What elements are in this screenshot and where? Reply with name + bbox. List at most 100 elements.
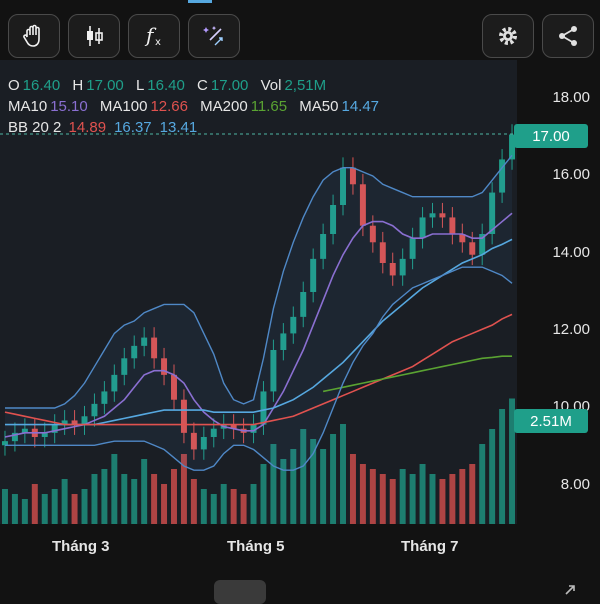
ma100-line	[4, 313, 513, 426]
low-value: 16.40	[147, 77, 185, 94]
candle-body	[230, 424, 237, 429]
volume-bar	[499, 409, 506, 524]
volume-bar	[190, 479, 197, 524]
candlestick-type-button[interactable]	[68, 14, 120, 58]
candle-body	[41, 432, 48, 437]
ma200-line	[322, 355, 513, 393]
volume-bar	[409, 474, 416, 524]
volume-bar	[121, 474, 128, 524]
volume-bar	[280, 459, 287, 524]
close-value: 17.00	[210, 77, 249, 94]
candle-body	[499, 159, 506, 193]
y-tick: 16.00	[552, 166, 590, 183]
x-tick: Tháng 3	[52, 538, 110, 555]
volume-bar	[469, 464, 476, 524]
candlestick-icon	[87, 26, 103, 46]
hand-icon	[23, 24, 40, 47]
bb-upper-value: 14.89	[68, 119, 107, 136]
ma50-value: 14.47	[341, 98, 380, 115]
bb-lower-value: 13.41	[159, 119, 198, 136]
volume-bar	[419, 464, 426, 524]
ma10-line	[4, 212, 513, 438]
candle-body	[509, 134, 516, 160]
volume-bar	[1, 489, 8, 524]
candle-body	[51, 424, 58, 433]
volume-bar	[161, 484, 168, 524]
high-value: 17.00	[86, 77, 124, 94]
candle-body	[310, 258, 317, 292]
volume-bar	[250, 484, 257, 524]
candle-body	[111, 374, 118, 392]
volume-bar	[210, 494, 217, 524]
candle-body	[21, 428, 28, 433]
candle-body	[369, 225, 376, 243]
y-tick: 12.00	[552, 321, 590, 338]
share-button[interactable]	[542, 14, 594, 58]
ma100-value: 12.66	[150, 98, 188, 115]
ma50-label: MA50	[299, 98, 339, 115]
bb-upper-line	[4, 154, 513, 409]
volume-bar	[200, 489, 207, 524]
volume-bar	[101, 469, 108, 524]
expand-icon[interactable]	[562, 582, 578, 598]
high-label: H	[72, 77, 84, 94]
volume-bar	[91, 474, 98, 524]
candle-body	[419, 217, 426, 239]
volume-bar	[300, 429, 307, 524]
y-tick: 8.00	[560, 476, 590, 493]
volume-bar	[220, 484, 227, 524]
candle-body	[151, 337, 158, 359]
volume-bar	[81, 489, 88, 524]
drawing-tool-indicator	[188, 0, 212, 3]
volume-label: Vol	[260, 77, 282, 94]
drawing-tool-button[interactable]	[188, 14, 240, 58]
candle-body	[409, 238, 416, 259]
volume-bar	[489, 429, 496, 524]
last-price-badge: 17.00	[514, 124, 588, 148]
ma10-label: MA10	[8, 98, 48, 115]
candle-body	[161, 358, 168, 375]
x-tick: Tháng 7	[401, 538, 459, 555]
volume-bar	[31, 484, 38, 524]
volume-bar	[379, 474, 386, 524]
candle-body	[459, 234, 466, 243]
candle-body	[1, 441, 8, 446]
volume-bar	[290, 449, 297, 524]
indicator-lines	[4, 154, 513, 471]
volume-bar	[230, 489, 237, 524]
price-chart[interactable]	[0, 60, 600, 576]
volume-bar	[310, 439, 317, 524]
volume-bar	[270, 444, 277, 524]
period-selected-tab[interactable]	[214, 580, 266, 604]
volume-value: 2,51M	[284, 77, 327, 94]
candle-body	[121, 358, 128, 375]
period-selector-bar[interactable]	[0, 576, 600, 604]
candle-body	[141, 337, 148, 346]
volume-bar	[459, 469, 466, 524]
hand-tool-button[interactable]	[8, 14, 60, 58]
candle-body	[180, 399, 187, 433]
share-icon	[559, 26, 577, 46]
candle-body	[290, 316, 297, 334]
candle-body	[190, 432, 197, 450]
candle-body	[330, 205, 337, 234]
volume-bar	[21, 499, 28, 524]
bb-legend: BB 20 2 14.89 16.37 13.41	[8, 118, 205, 138]
ohlc-legend: O 16.40 H 17.00 L 16.40 C 17.00 Vol 2,51M	[8, 76, 334, 96]
candle-body	[61, 420, 68, 425]
open-value: 16.40	[22, 77, 61, 94]
volume-bar	[399, 469, 406, 524]
candle-body	[270, 350, 277, 392]
ma10-value: 15.10	[50, 98, 88, 115]
volume-bar	[479, 444, 486, 524]
candle-body	[11, 432, 18, 442]
volume-bar	[61, 479, 68, 524]
candle-body	[469, 242, 476, 255]
y-tick: 14.00	[552, 244, 590, 261]
volume-bar	[429, 474, 436, 524]
settings-button[interactable]	[482, 14, 534, 58]
magic-wand-icon	[203, 26, 223, 46]
volume-bar	[359, 464, 366, 524]
